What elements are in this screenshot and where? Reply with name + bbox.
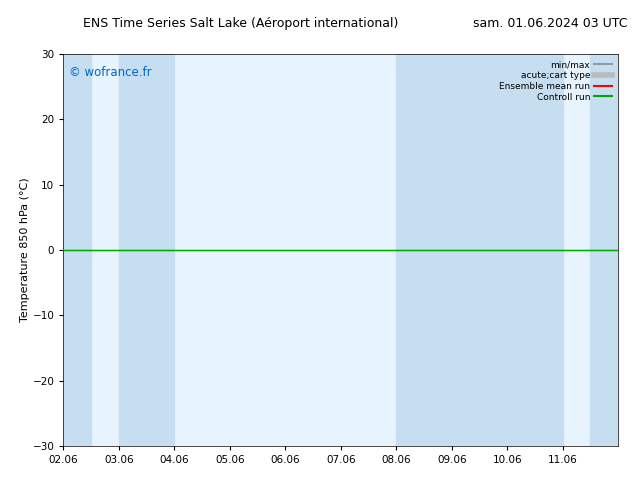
Bar <box>590 54 634 446</box>
Y-axis label: Temperature 850 hPa (°C): Temperature 850 hPa (°C) <box>20 177 30 322</box>
Bar <box>63 54 91 446</box>
Bar <box>396 54 507 446</box>
Bar <box>507 54 563 446</box>
Text: © wofrance.fr: © wofrance.fr <box>69 66 152 79</box>
Text: ENS Time Series Salt Lake (Aéroport international): ENS Time Series Salt Lake (Aéroport inte… <box>83 17 399 30</box>
Bar <box>119 54 174 446</box>
Legend: min/max, acute;cart type, Ensemble mean run, Controll run: min/max, acute;cart type, Ensemble mean … <box>497 58 614 103</box>
Text: sam. 01.06.2024 03 UTC: sam. 01.06.2024 03 UTC <box>473 17 628 30</box>
